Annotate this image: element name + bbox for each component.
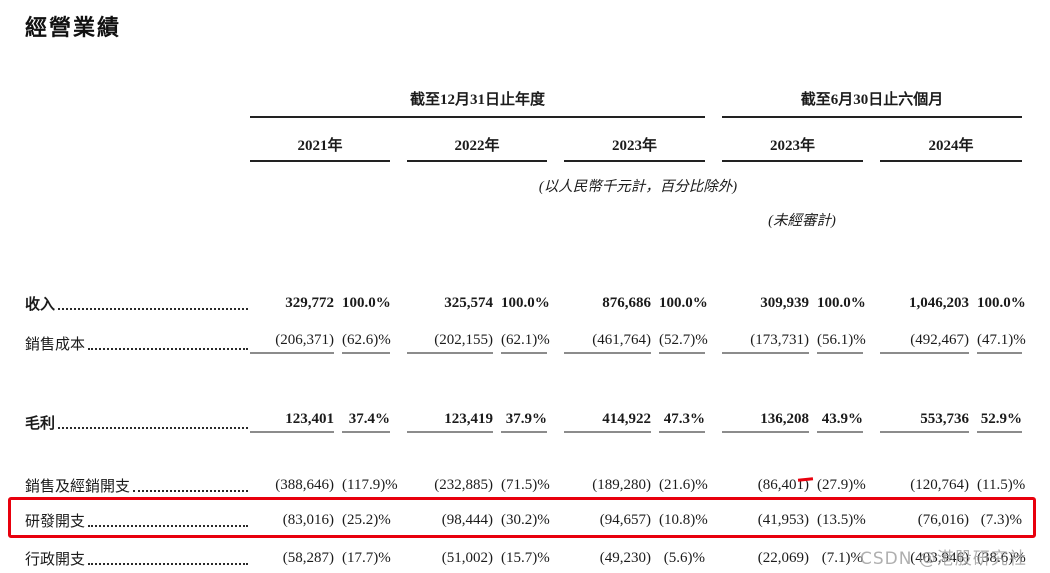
amount-value: (403,946) (910, 550, 970, 566)
year-header: 2023年 (722, 134, 864, 162)
currency-note-row: (以人民幣千元計，百分比除外) (25, 162, 1022, 199)
leader-dots (133, 490, 248, 492)
amount-value: (202,155) (407, 332, 493, 354)
percent-value: 47.3% (659, 411, 706, 433)
percent-value: (30.2)% (501, 512, 550, 528)
percent-value: (7.1)% (821, 550, 864, 566)
unaudited-note-row: (未經審計) (25, 199, 1022, 233)
amount-value: (120,764) (910, 477, 970, 493)
leader-dots (58, 308, 248, 310)
amount-value: (461,764) (564, 332, 651, 354)
percent-value: 100.0% (659, 295, 708, 311)
amount-value: (232,885) (434, 477, 493, 493)
percent-value: (62.1)% (501, 332, 550, 354)
percent-value: (15.7)% (501, 550, 550, 566)
amount-value: (492,467) (880, 332, 970, 354)
row-label: 銷售及經銷開支 (25, 479, 131, 495)
year-header: 2024年 (880, 134, 1023, 162)
percent-value: (25.2)% (342, 512, 391, 528)
percent-value: (52.7)% (659, 332, 708, 354)
percent-value: (27.9)% (817, 477, 866, 493)
year-header-row: 2021年 2022年 2023年 2023年 2024年 (25, 118, 1023, 162)
percent-value: (17.7)% (342, 550, 391, 566)
amount-value: (189,280) (592, 477, 651, 493)
currency-note: (以人民幣千元計，百分比除外) (538, 179, 738, 195)
table-row: 行政開支 (58,287) (17.7)% (51,002) (15.7)% (49,23… (25, 541, 1026, 573)
leader-dots (88, 525, 248, 527)
row-label: 研發開支 (25, 514, 86, 530)
percent-value: (117.9)% (342, 477, 398, 493)
amount-value: (173,731) (722, 332, 810, 354)
percent-value: 100.0% (817, 295, 866, 311)
table-row: 研發開支 (83,016) (25.2)% (98,444) (30.2)% (94,65… (25, 500, 1022, 541)
amount-value: (41,953) (757, 512, 810, 528)
table-row: 毛利 123,401 37.4% 123,419 37.9% 414,922 47.3% 13… (25, 402, 1023, 433)
year-header: 2022年 (407, 134, 547, 162)
amount-value: 309,939 (760, 295, 810, 311)
percent-value: (21.6)% (659, 477, 708, 493)
spacer-row (25, 433, 1022, 471)
percent-value: 37.4% (342, 411, 390, 433)
percent-value: (47.1)% (977, 332, 1026, 354)
percent-value: (11.5)% (977, 477, 1026, 493)
table-row: 銷售成本 (206,371) (62.6)% (202,155) (62.1)% (461… (25, 320, 1026, 354)
percent-value: (10.8)% (659, 512, 708, 528)
percent-value: (13.5)% (817, 512, 866, 528)
period-group-header-row: 截至12月31日止年度 截至6月30日止六個月 (25, 88, 1023, 118)
amount-value: (51,002) (441, 550, 493, 566)
group-header-annual: 截至12月31日止年度 (250, 88, 706, 118)
amount-value: 1,046,203 (909, 295, 970, 311)
percent-value: (62.6)% (342, 332, 391, 354)
amount-value: 553,736 (880, 411, 970, 433)
percent-value: (56.1)% (817, 332, 866, 354)
spacer-row (25, 354, 1022, 402)
amount-value: (83,016) (282, 512, 334, 528)
percent-value: 52.9% (977, 411, 1023, 433)
amount-value: 414,922 (564, 411, 651, 433)
year-header: 2023年 (564, 134, 706, 162)
financial-results-table: 截至12月31日止年度 截至6月30日止六個月 2021年 2022年 2023年 2… (25, 88, 1026, 573)
percent-value: 43.9% (817, 411, 864, 433)
percent-value: 37.9% (501, 411, 547, 433)
row-label: 銷售成本 (25, 337, 86, 353)
leader-dots (88, 348, 248, 350)
percent-value: 100.0% (342, 295, 391, 311)
table-row: 銷售及經銷開支 (388,646) (117.9)% (232,885) (71.5)%… (25, 471, 1026, 500)
amount-value: (22,069) (757, 550, 810, 566)
percent-value: (38.6)% (977, 550, 1026, 566)
amount-value: (86,401) (757, 477, 810, 493)
amount-value: 329,772 (285, 295, 334, 311)
unaudited-note: (未經審計) (768, 213, 836, 229)
leader-dots (88, 563, 248, 565)
amount-value: (206,371) (250, 332, 334, 354)
percent-value: (71.5)% (501, 477, 550, 493)
amount-value: (98,444) (441, 512, 493, 528)
percent-value: 100.0% (977, 295, 1026, 311)
amount-value: 136,208 (722, 411, 810, 433)
percent-value: 100.0% (501, 295, 550, 311)
amount-value: (76,016) (917, 512, 970, 528)
amount-value: 325,574 (444, 295, 493, 311)
row-label: 毛利 (25, 416, 56, 432)
year-header: 2021年 (250, 134, 390, 162)
percent-value: (5.6)% (663, 550, 706, 566)
row-label: 收入 (25, 297, 56, 313)
group-header-six-months: 截至6月30日止六個月 (722, 88, 1023, 118)
page-title: 經營業績 (25, 15, 122, 40)
amount-value: (388,646) (275, 477, 334, 493)
amount-value: (58,287) (282, 550, 334, 566)
amount-value: (49,230) (599, 550, 651, 566)
amount-value: 123,401 (250, 411, 334, 433)
amount-value: 876,686 (602, 295, 651, 311)
table-row: 收入 329,772 100.0% 325,574 100.0% 876,686 100.0… (25, 287, 1026, 320)
leader-dots (58, 427, 248, 429)
percent-value: (7.3)% (980, 512, 1023, 528)
watermark: CSDN @港股研究社 (860, 549, 1027, 569)
spacer-row (25, 233, 1022, 287)
amount-value: (94,657) (599, 512, 651, 528)
amount-value: 123,419 (407, 411, 493, 433)
row-label: 行政開支 (25, 552, 86, 568)
